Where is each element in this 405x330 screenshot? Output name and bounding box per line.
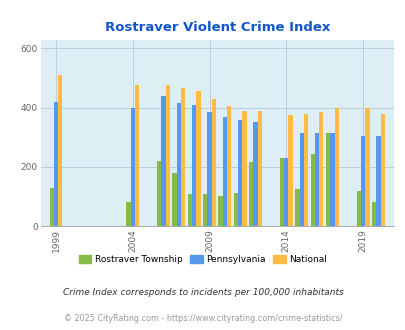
Bar: [288, 115, 292, 226]
Bar: [226, 106, 231, 226]
Bar: [334, 108, 338, 226]
Bar: [257, 111, 261, 226]
Bar: [279, 158, 283, 226]
Bar: [379, 114, 384, 226]
Bar: [126, 202, 130, 226]
Bar: [233, 193, 237, 226]
Bar: [356, 190, 360, 226]
Bar: [222, 116, 226, 226]
Text: Crime Index corresponds to incidents per 100,000 inhabitants: Crime Index corresponds to incidents per…: [62, 288, 343, 297]
Title: Rostraver Violent Crime Index: Rostraver Violent Crime Index: [104, 21, 329, 34]
Bar: [364, 108, 369, 226]
Bar: [207, 112, 211, 226]
Bar: [237, 119, 242, 226]
Bar: [294, 189, 299, 226]
Bar: [157, 161, 161, 226]
Bar: [318, 112, 323, 226]
Bar: [181, 88, 185, 226]
Bar: [130, 108, 134, 226]
Bar: [211, 99, 215, 226]
Bar: [176, 103, 181, 226]
Bar: [242, 111, 246, 226]
Bar: [165, 85, 169, 226]
Bar: [249, 162, 253, 226]
Bar: [303, 114, 307, 226]
Bar: [49, 187, 54, 226]
Bar: [58, 75, 62, 226]
Bar: [375, 136, 379, 226]
Bar: [253, 122, 257, 226]
Bar: [360, 136, 364, 226]
Bar: [299, 133, 303, 226]
Bar: [329, 133, 334, 226]
Bar: [134, 85, 139, 226]
Bar: [310, 153, 314, 226]
Bar: [202, 194, 207, 226]
Bar: [325, 133, 329, 226]
Bar: [172, 173, 176, 226]
Bar: [284, 158, 288, 226]
Bar: [218, 196, 222, 226]
Bar: [196, 91, 200, 226]
Bar: [371, 202, 375, 226]
Bar: [161, 96, 165, 226]
Bar: [192, 105, 196, 226]
Bar: [54, 102, 58, 226]
Bar: [314, 133, 318, 226]
Text: © 2025 CityRating.com - https://www.cityrating.com/crime-statistics/: © 2025 CityRating.com - https://www.city…: [64, 314, 341, 323]
Legend: Rostraver Township, Pennsylvania, National: Rostraver Township, Pennsylvania, Nation…: [75, 251, 330, 268]
Bar: [187, 194, 192, 226]
